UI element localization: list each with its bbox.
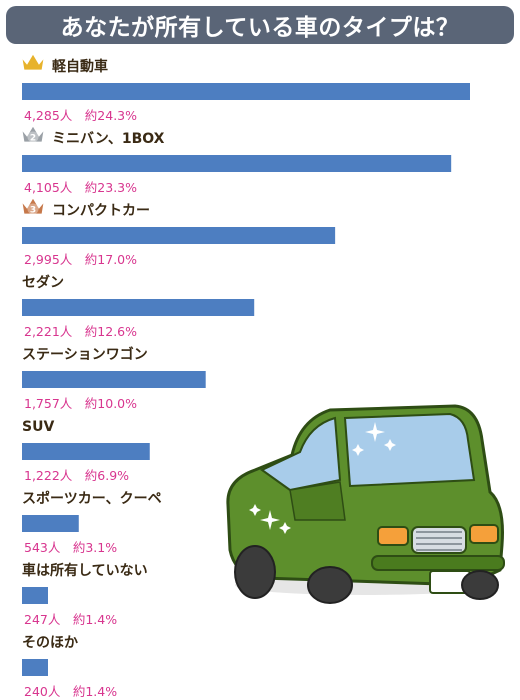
value-label: 4,105人 約23.3% <box>24 180 137 195</box>
chart-title: あなたが所有している車のタイプは？ <box>60 15 460 41</box>
bar <box>22 659 48 676</box>
category-label: セダン <box>22 274 64 291</box>
crown-gold-icon <box>21 53 45 71</box>
value-label: 1,222人 約6.9% <box>24 468 129 483</box>
category-label: ステーションワゴン <box>22 346 148 363</box>
crown-bronze-icon: 3 <box>21 197 45 216</box>
category-label: コンパクトカー <box>52 203 150 219</box>
value-label: 247人 約1.4% <box>24 612 117 627</box>
bar <box>22 155 452 172</box>
category-label: ミニバン、1BOX <box>52 131 165 147</box>
bar <box>22 371 206 388</box>
bar <box>22 587 48 604</box>
title-banner: あなたが所有している車のタイプは？ <box>6 6 514 44</box>
category-label: 軽自動車 <box>52 58 108 75</box>
svg-text:3: 3 <box>30 206 36 216</box>
value-label: 2,221人 約12.6% <box>24 324 137 339</box>
crown-silver-icon: 2 <box>21 125 45 144</box>
value-label: 1,757人 約10.0% <box>24 396 137 411</box>
value-label: 4,285人 約24.3% <box>24 108 137 123</box>
value-label: 2,995人 約17.0% <box>24 252 137 267</box>
category-label: SUV <box>22 419 54 435</box>
category-label: 車は所有していない <box>22 562 148 579</box>
category-label: スポーツカー、クーペ <box>22 490 162 507</box>
car-illustration <box>226 404 505 604</box>
svg-text:2: 2 <box>30 134 36 144</box>
bar <box>22 227 336 244</box>
bar <box>22 515 79 532</box>
bar <box>22 83 470 100</box>
bar <box>22 443 150 460</box>
value-label: 543人 約3.1% <box>24 540 117 555</box>
category-label: そのほか <box>22 635 78 651</box>
value-label: 240人 約1.4% <box>24 684 117 699</box>
bar <box>22 299 255 316</box>
